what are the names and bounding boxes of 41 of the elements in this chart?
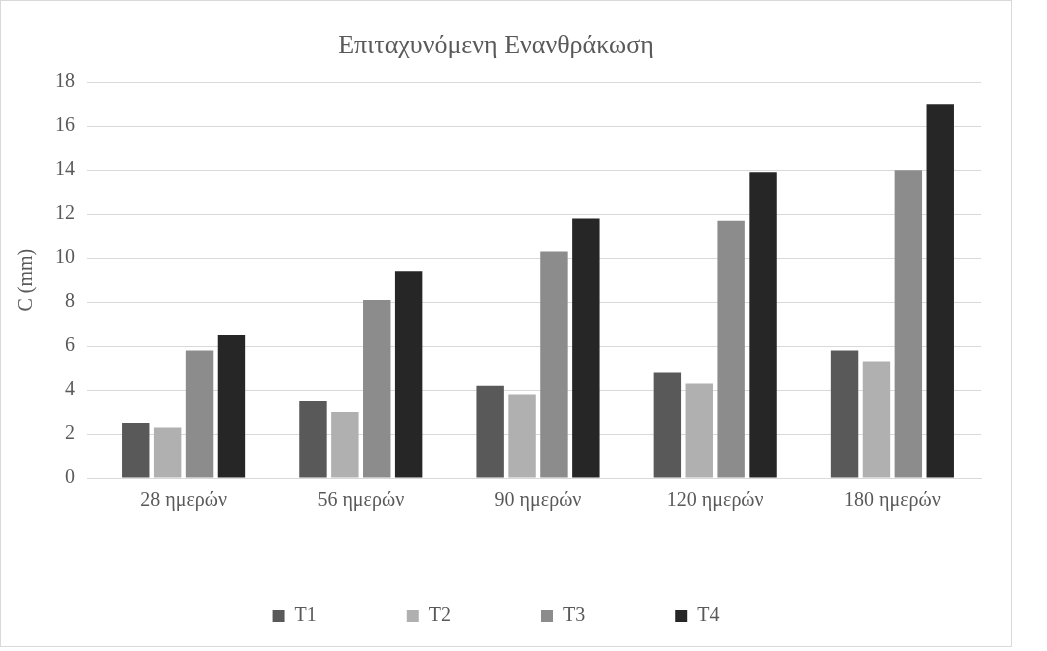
y-tick-label: 12 [55, 201, 75, 224]
bar [508, 394, 536, 478]
x-tick-label: 90 ημερών [494, 488, 582, 512]
bar [331, 412, 359, 478]
y-tick-label: 2 [65, 421, 75, 444]
bar [185, 350, 214, 478]
y-tick-label: 4 [65, 377, 75, 400]
y-axis-title: C (mm) [14, 248, 38, 312]
y-tick-label: 14 [55, 157, 75, 180]
bar [299, 401, 327, 478]
legend-label: T4 [697, 603, 720, 626]
bar [717, 220, 745, 478]
y-tick-label: 10 [55, 245, 75, 268]
x-tick-label: 180 ημερών [844, 488, 941, 512]
bar [217, 335, 246, 478]
bar [894, 170, 923, 478]
bar [363, 299, 391, 478]
y-tick-label: 0 [65, 465, 75, 488]
bar [926, 104, 954, 478]
bar [153, 427, 182, 478]
x-tick-label: 120 ημερών [666, 488, 764, 512]
x-tick-label: 56 ημερών [317, 488, 405, 512]
y-tick-label: 8 [65, 289, 75, 312]
bar [862, 361, 891, 478]
bar [653, 372, 682, 478]
legend-label: T2 [428, 603, 451, 626]
legend-label: T3 [563, 603, 586, 626]
bar [394, 271, 423, 478]
bar [830, 350, 859, 478]
y-tick-label: 6 [65, 333, 75, 356]
bar [572, 218, 600, 478]
bar [749, 172, 777, 478]
legend-label: T1 [294, 603, 317, 626]
y-tick-label: 16 [55, 113, 75, 136]
y-tick-label: 18 [55, 69, 75, 92]
bar [476, 385, 504, 478]
bar [685, 383, 713, 478]
bar [540, 251, 568, 478]
chart-title: Επιταχυνόμενη Ενανθράκωση [338, 30, 654, 60]
bar [122, 423, 150, 478]
x-tick-label: 28 ημερών [140, 488, 227, 512]
